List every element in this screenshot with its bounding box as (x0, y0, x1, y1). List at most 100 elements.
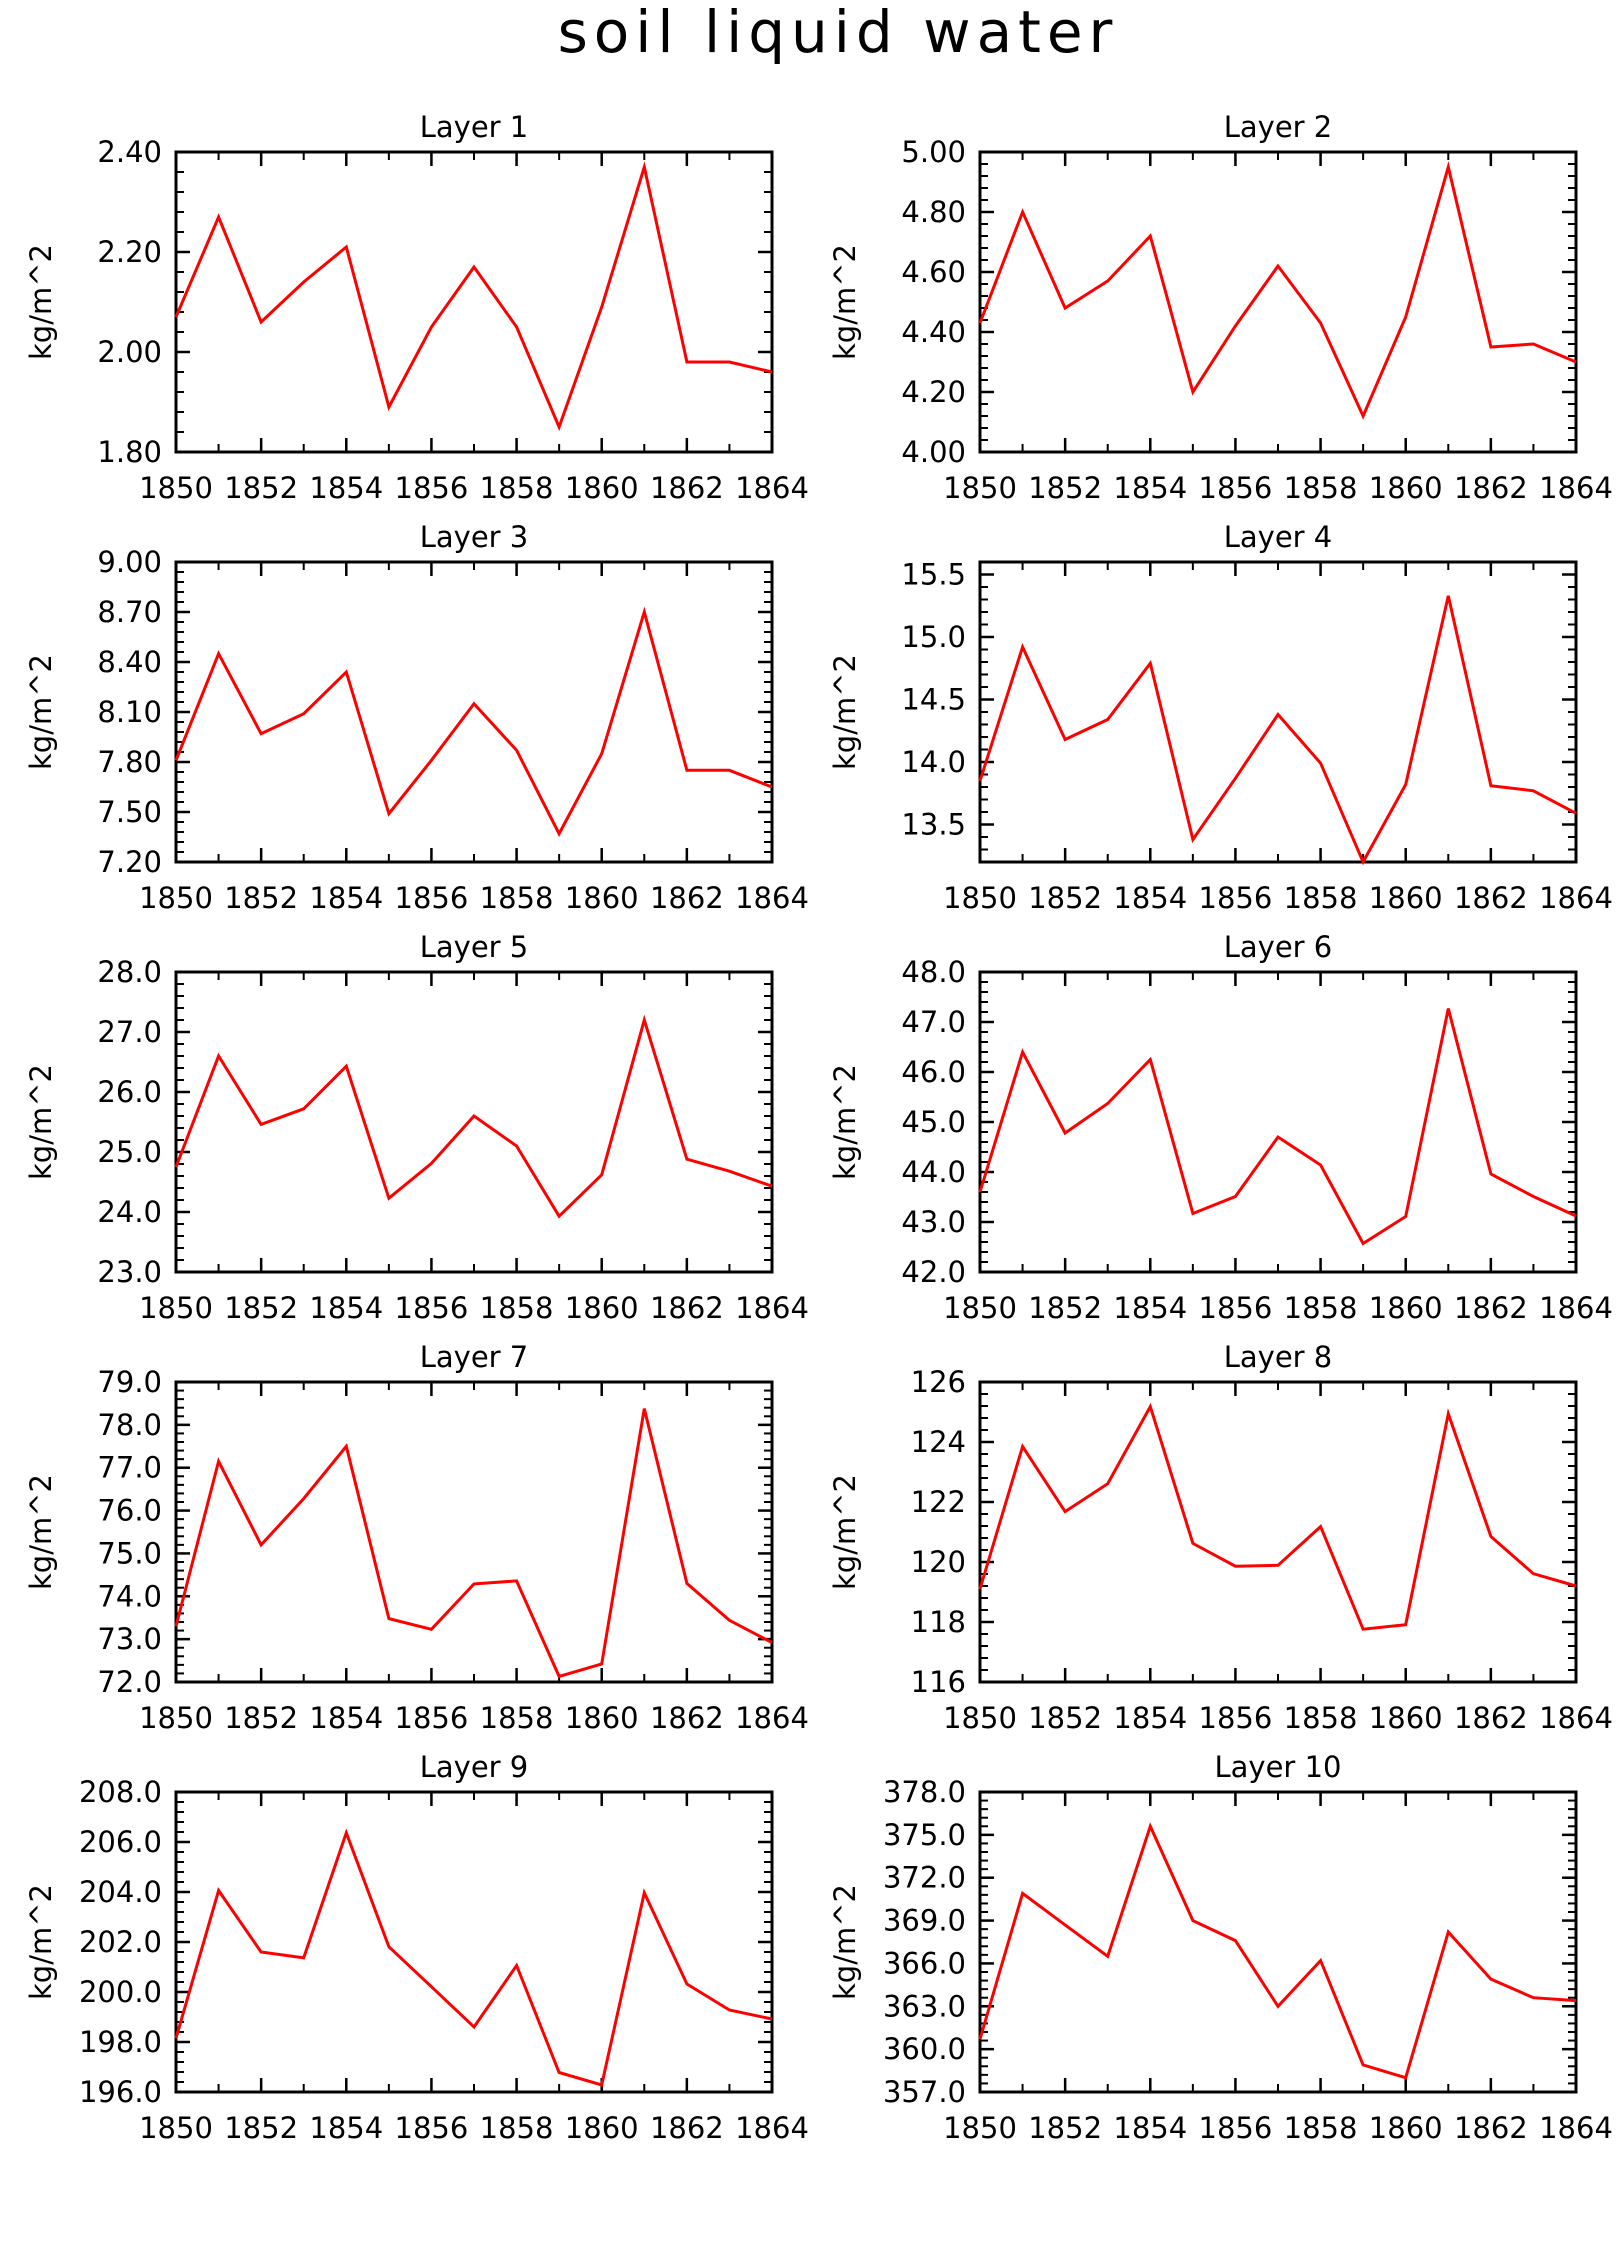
x-tick-label: 1864 (735, 471, 809, 505)
x-tick-label: 1858 (1284, 471, 1358, 505)
x-tick-label: 1854 (309, 471, 383, 505)
y-axis-label: kg/m^2 (24, 244, 58, 360)
y-tick-label: 46.0 (901, 1055, 966, 1089)
panel-layer-2: Layer 2 kg/m^2 1850 1852 1854 1856 1858 1860 186… (828, 110, 1613, 505)
x-tick-label: 1854 (1113, 1701, 1187, 1735)
plot-frame (978, 970, 1578, 1274)
y-tick-label: 206.0 (79, 1825, 162, 1859)
x-tick-label: 1858 (1284, 1291, 1358, 1325)
y-tick-label: 4.60 (901, 255, 966, 289)
x-tick-label: 1858 (1284, 1701, 1358, 1735)
x-tick-label: 1854 (1113, 471, 1187, 505)
y-tick-label: 357.0 (883, 2075, 966, 2109)
y-tick-label: 7.50 (97, 795, 162, 829)
plot-frame (174, 1790, 774, 2094)
x-tick-label: 1856 (1199, 1701, 1273, 1735)
y-tick-label: 372.0 (883, 1861, 966, 1895)
y-axis-label: kg/m^2 (828, 1884, 862, 2000)
panel-title: Layer 8 (1224, 1340, 1333, 1374)
y-tick-label: 375.0 (883, 1818, 966, 1852)
y-tick-label: 369.0 (883, 1904, 966, 1938)
y-tick-label: 72.0 (97, 1665, 162, 1699)
y-tick-label: 198.0 (79, 2025, 162, 2059)
series-line (978, 161, 1577, 420)
x-tick-label: 1860 (565, 1701, 639, 1735)
x-tick-label: 1852 (1028, 471, 1102, 505)
y-tick-label: 23.0 (97, 1255, 162, 1289)
y-tick-label: 8.10 (97, 695, 162, 729)
x-tick-label: 1862 (1454, 2111, 1528, 2145)
plot-frame (174, 1380, 774, 1684)
panel-layer-1: Layer 1 kg/m^2 1850 1852 1854 1856 1858 1860 186… (24, 110, 809, 505)
series-line (174, 1408, 773, 1679)
x-tick-label: 1854 (309, 881, 383, 915)
panel-layer-10: Layer 10 kg/m^2 1850 1852 1854 1856 1858 1860 18… (828, 1750, 1613, 2145)
plot-frame (978, 1380, 1578, 1684)
y-tick-label: 200.0 (79, 1975, 162, 2009)
y-tick-label: 196.0 (79, 2075, 162, 2109)
y-tick-label: 4.20 (901, 375, 966, 409)
y-tick-label: 204.0 (79, 1875, 162, 1909)
series-line (174, 1014, 773, 1219)
x-tick-label: 1862 (1454, 1291, 1528, 1325)
x-tick-label: 1850 (139, 2111, 213, 2145)
y-tick-label: 44.0 (901, 1155, 966, 1189)
panel-title: Layer 1 (420, 110, 529, 144)
y-tick-label: 79.0 (97, 1365, 162, 1399)
x-tick-label: 1856 (1199, 471, 1273, 505)
x-tick-label: 1862 (650, 471, 724, 505)
x-tick-label: 1852 (224, 1291, 298, 1325)
x-tick-label: 1858 (480, 881, 554, 915)
x-tick-label: 1854 (1113, 2111, 1187, 2145)
x-tick-label: 1850 (139, 881, 213, 915)
y-tick-label: 5.00 (901, 135, 966, 169)
y-tick-label: 4.00 (901, 435, 966, 469)
panel-title: Layer 5 (420, 930, 529, 964)
series-line (174, 1828, 773, 2087)
y-axis-label: kg/m^2 (828, 1474, 862, 1590)
x-tick-label: 1850 (943, 1291, 1017, 1325)
x-tick-label: 1864 (735, 2111, 809, 2145)
x-tick-label: 1862 (650, 881, 724, 915)
y-tick-label: 116 (911, 1665, 966, 1699)
series-line (174, 161, 773, 432)
series-line (978, 1822, 1577, 2080)
x-tick-label: 1852 (224, 471, 298, 505)
x-tick-label: 1864 (1539, 1291, 1613, 1325)
y-tick-label: 76.0 (97, 1494, 162, 1528)
panel-title: Layer 2 (1224, 110, 1333, 144)
series-line (978, 1402, 1577, 1631)
x-tick-label: 1864 (1539, 2111, 1613, 2145)
y-tick-label: 14.5 (901, 683, 966, 717)
panel-layer-4: Layer 4 kg/m^2 1850 1852 1854 1856 1858 1860 186… (828, 520, 1613, 915)
series-line (978, 595, 1577, 866)
x-tick-label: 1850 (943, 881, 1017, 915)
x-tick-label: 1850 (943, 2111, 1017, 2145)
y-tick-label: 208.0 (79, 1775, 162, 1809)
y-tick-label: 122 (911, 1485, 966, 1519)
x-tick-label: 1860 (565, 881, 639, 915)
panel-title: Layer 3 (420, 520, 529, 554)
x-tick-label: 1852 (1028, 1701, 1102, 1735)
x-tick-label: 1860 (565, 471, 639, 505)
y-tick-label: 28.0 (97, 955, 162, 989)
x-tick-label: 1858 (1284, 2111, 1358, 2145)
x-tick-label: 1852 (1028, 881, 1102, 915)
panel-layer-5: Layer 5 kg/m^2 1850 1852 1854 1856 1858 1860 186… (24, 930, 809, 1325)
y-axis-label: kg/m^2 (828, 244, 862, 360)
x-tick-label: 1854 (309, 1701, 383, 1735)
y-tick-label: 2.00 (97, 335, 162, 369)
x-tick-label: 1856 (395, 1291, 469, 1325)
x-tick-label: 1860 (1369, 2111, 1443, 2145)
y-tick-label: 25.0 (97, 1135, 162, 1169)
x-tick-label: 1854 (1113, 881, 1187, 915)
x-tick-label: 1860 (565, 2111, 639, 2145)
y-tick-label: 124 (911, 1425, 966, 1459)
y-tick-label: 7.20 (97, 845, 162, 879)
x-tick-label: 1858 (480, 2111, 554, 2145)
y-axis-label: kg/m^2 (828, 1064, 862, 1180)
x-tick-label: 1856 (1199, 1291, 1273, 1325)
y-axis-label: kg/m^2 (24, 1474, 58, 1590)
x-tick-label: 1854 (309, 1291, 383, 1325)
y-tick-label: 7.80 (97, 745, 162, 779)
